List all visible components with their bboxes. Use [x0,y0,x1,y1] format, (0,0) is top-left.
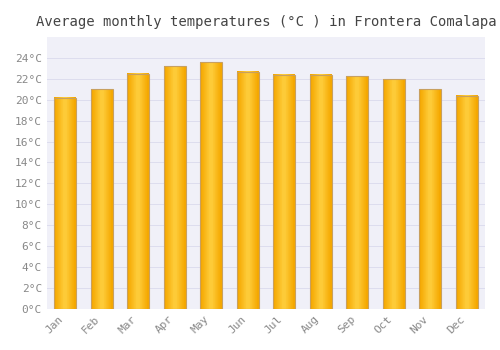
Bar [420,89,441,309]
Bar [236,72,258,309]
Bar [456,96,477,309]
Title: Average monthly temperatures (°C ) in Frontera Comalapa: Average monthly temperatures (°C ) in Fr… [36,15,496,29]
Bar [346,76,368,309]
Bar [273,75,295,309]
Bar [90,89,112,309]
Bar [127,74,149,309]
Bar [164,66,186,309]
Bar [200,62,222,309]
Bar [383,79,404,309]
Bar [310,75,332,309]
Bar [54,98,76,309]
